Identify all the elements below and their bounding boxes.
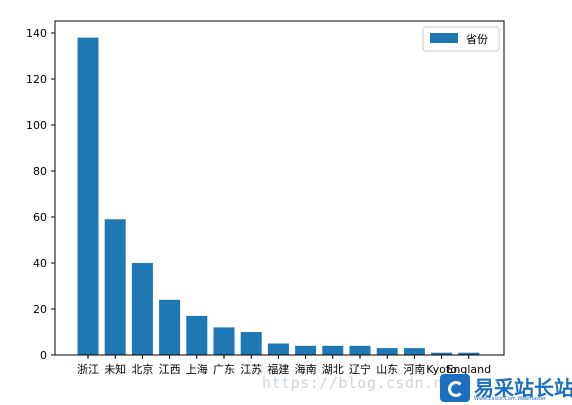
logo-icon [440, 374, 470, 402]
x-tick-label: 未知 [104, 362, 126, 376]
bar [104, 219, 126, 355]
site-logo: 易采站长站 Www.Easck.Com Webmaster [438, 372, 572, 404]
x-tick-label: 北京 [131, 362, 153, 376]
y-tick-label: 100 [26, 119, 47, 132]
x-tick-label: 辽宁 [349, 362, 371, 376]
bars-group [77, 37, 480, 355]
bar [458, 352, 480, 355]
bar [159, 299, 181, 355]
y-tick-label: 140 [26, 27, 47, 40]
y-tick-label: 40 [33, 257, 47, 270]
bar [240, 332, 262, 355]
x-tick-label: 广东 [213, 363, 235, 376]
x-tick-label: 湖北 [322, 363, 344, 376]
bar [267, 343, 289, 355]
y-tick-label: 20 [33, 303, 47, 316]
bar [77, 37, 99, 355]
legend-label: 省份 [466, 33, 488, 46]
bar [376, 348, 398, 355]
bar [186, 315, 208, 355]
logo-name: 易采站长站 [474, 376, 572, 400]
bar [349, 345, 371, 355]
y-tick-label: 120 [26, 73, 47, 86]
x-tick-label: 山东 [376, 363, 398, 376]
bar [322, 345, 344, 355]
x-tick-label: 海南 [295, 362, 317, 376]
plot-frame [54, 20, 505, 356]
x-tick-label: 江西 [159, 363, 181, 376]
x-tick-label: 浙江 [77, 363, 99, 376]
y-tick-label: 80 [33, 165, 47, 178]
logo-tagline: Www.Easck.Com Webmaster [474, 396, 546, 402]
x-tick-label: Kyoto [426, 363, 457, 376]
bar [131, 263, 153, 355]
legend: 省份 [422, 26, 500, 52]
bar [213, 327, 235, 355]
x-tick-label: 上海 [186, 362, 208, 376]
x-tick-label: 江苏 [240, 363, 262, 376]
bar [431, 352, 453, 355]
watermark: https://blog.csdn.ne [262, 374, 453, 392]
y-axis-ticks: 0 20 40 60 80 100 120 140 [26, 27, 55, 362]
x-tick-label: 河南 [403, 363, 425, 376]
x-tick-label: 福建 [267, 362, 289, 376]
legend-swatch [430, 33, 458, 43]
bar [295, 345, 317, 355]
y-tick-label: 0 [40, 349, 47, 362]
x-tick-label: England [446, 363, 491, 376]
bar [403, 348, 425, 355]
y-tick-label: 60 [33, 211, 47, 224]
